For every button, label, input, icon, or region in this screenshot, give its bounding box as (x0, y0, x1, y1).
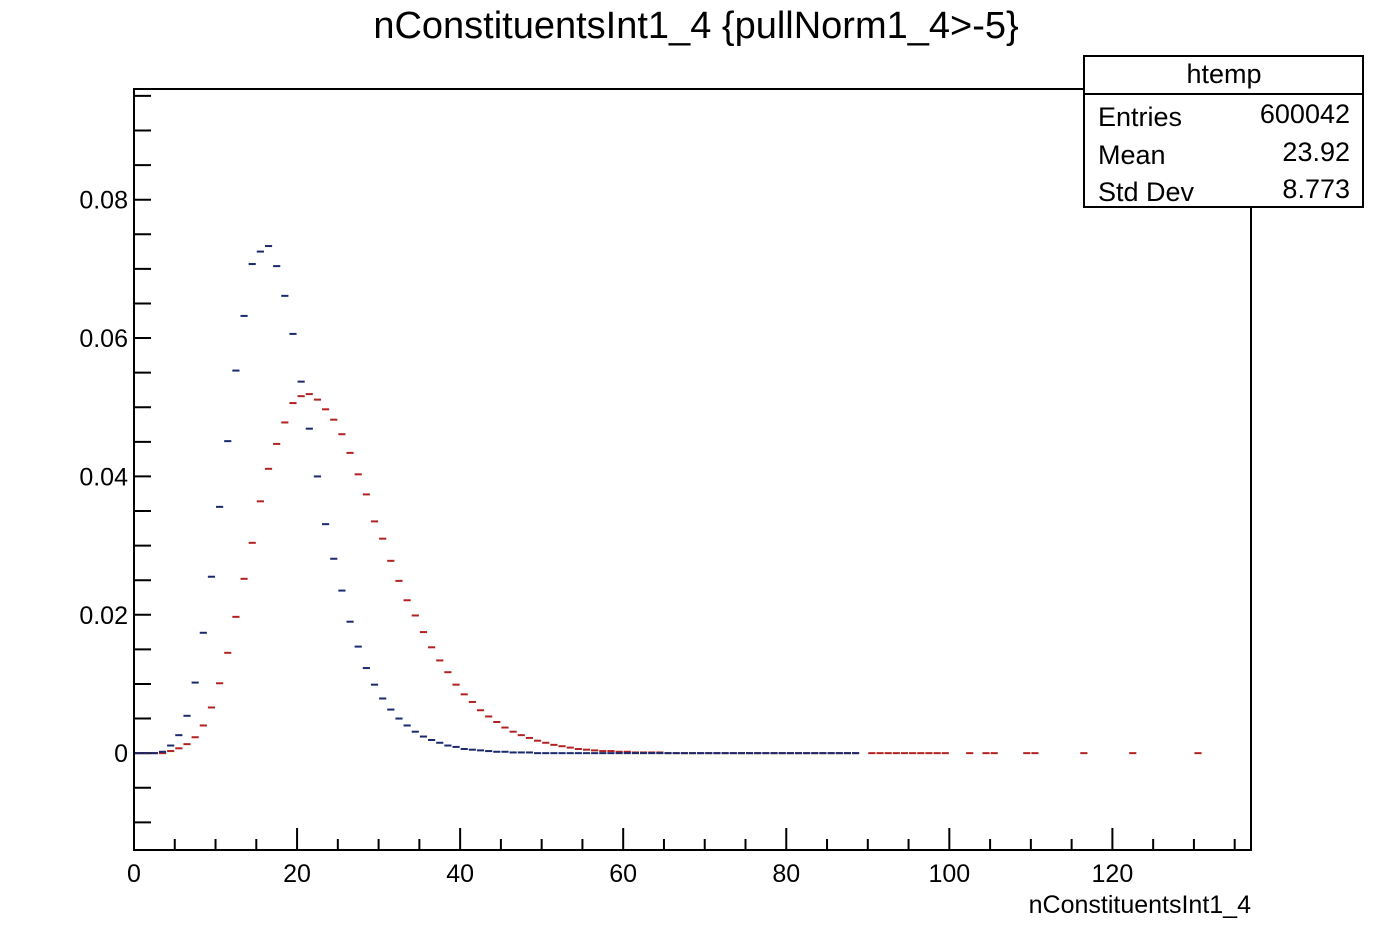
x-axis-label: nConstituentsInt1_4 (1029, 891, 1251, 919)
stats-entries-label: Entries (1098, 102, 1182, 132)
y-tick-label: 0.02 (79, 602, 128, 630)
y-tick-label: 0 (114, 740, 128, 768)
y-tick-label: 0.08 (79, 187, 128, 215)
y-tick-labels: 0 0.02 0.04 0.06 0.08 (79, 187, 128, 768)
x-tick-label: 20 (283, 860, 311, 888)
x-tick-label: 100 (928, 860, 970, 888)
stats-mean-value: 23.92 (1282, 137, 1350, 167)
stats-entries-value: 600042 (1260, 99, 1350, 129)
x-tick-label: 120 (1092, 860, 1134, 888)
chart-title: nConstituentsInt1_4 {pullNorm1_4>-5} (373, 5, 1018, 47)
stats-stddev-value: 8.773 (1282, 174, 1350, 204)
plot-frame (133, 88, 1252, 851)
y-tick-label: 0.06 (79, 325, 128, 353)
stats-box-title: htemp (1186, 59, 1261, 89)
x-tick-label: 80 (772, 860, 800, 888)
stats-box: htemp Entries 600042 Mean 23.92 Std Dev … (1083, 55, 1364, 208)
stats-mean-label: Mean (1098, 140, 1166, 170)
series-1 (134, 245, 860, 755)
stats-stddev-label: Std Dev (1098, 177, 1195, 207)
x-tick-label: 0 (127, 860, 141, 888)
y-tick-label: 0.04 (79, 463, 128, 491)
stats-box-frame (1083, 55, 1364, 208)
x-tick-labels: 0 20 40 60 80 100 120 (127, 860, 1133, 888)
x-tick-label: 60 (609, 860, 637, 888)
data-points (134, 245, 1202, 755)
x-tick-label: 40 (446, 860, 474, 888)
